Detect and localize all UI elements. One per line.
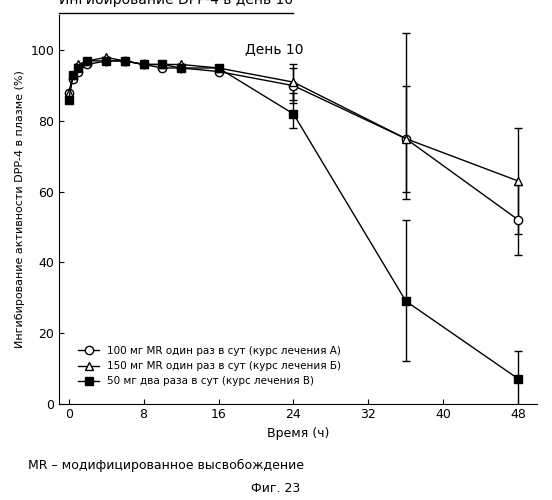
Legend: 100 мг MR один раз в сут (курс лечения А), 150 мг MR один раз в сут (курс лечени: 100 мг MR один раз в сут (курс лечения А…: [74, 342, 346, 390]
Text: День 10: День 10: [245, 42, 304, 56]
Y-axis label: Ингибирование активности DPP-4 в плазме (%): Ингибирование активности DPP-4 в плазме …: [15, 70, 25, 348]
Text: Фиг. 23: Фиг. 23: [251, 482, 301, 495]
X-axis label: Время (ч): Время (ч): [267, 427, 330, 440]
Text: Ингибирование DPP-4 в день 10: Ингибирование DPP-4 в день 10: [59, 0, 294, 7]
Text: MR – модифицированное высвобождение: MR – модифицированное высвобождение: [28, 460, 304, 472]
